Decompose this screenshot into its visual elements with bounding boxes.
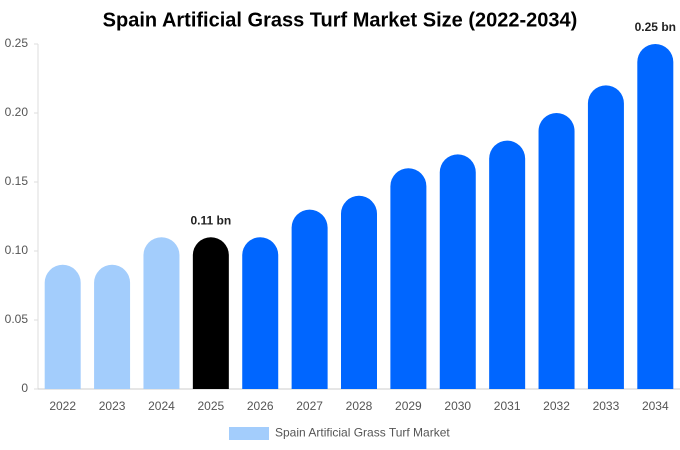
value-label: 0.25 bn	[635, 20, 676, 34]
bar	[637, 44, 674, 389]
x-tick-label: 2023	[99, 399, 126, 413]
bar	[390, 168, 427, 389]
bar	[587, 85, 624, 390]
bar	[341, 195, 377, 389]
x-tick-label: 2032	[543, 399, 570, 413]
legend-swatch	[229, 427, 269, 440]
x-tick-label: 2026	[247, 399, 274, 413]
x-tick-label: 2030	[444, 399, 471, 413]
bar	[291, 209, 328, 389]
bar	[192, 237, 229, 389]
x-tick-label: 2028	[346, 399, 373, 413]
x-tick-label: 2027	[296, 399, 323, 413]
x-tick-label: 2033	[593, 399, 620, 413]
x-tick-label: 2034	[642, 399, 669, 413]
y-tick-label: 0.10	[5, 243, 29, 257]
x-tick-label: 2031	[494, 399, 521, 413]
bar	[143, 237, 180, 389]
bar	[439, 154, 476, 389]
bar	[44, 264, 81, 389]
bar	[538, 113, 575, 389]
legend-label: Spain Artificial Grass Turf Market	[275, 426, 450, 440]
y-tick-label: 0.15	[5, 174, 29, 188]
y-tick-label: 0.25	[5, 36, 29, 50]
y-tick-label: 0	[21, 381, 28, 395]
x-tick-label: 2022	[49, 399, 76, 413]
x-tick-label: 2025	[197, 399, 224, 413]
chart-title: Spain Artificial Grass Turf Market Size …	[103, 9, 578, 31]
bar	[489, 140, 526, 389]
x-tick-label: 2024	[148, 399, 175, 413]
bar	[94, 264, 131, 389]
bar	[242, 237, 279, 389]
x-tick-label: 2029	[395, 399, 422, 413]
y-tick-label: 0.20	[5, 105, 29, 119]
value-label: 0.11 bn	[191, 213, 232, 227]
y-tick-label: 0.05	[5, 312, 29, 326]
